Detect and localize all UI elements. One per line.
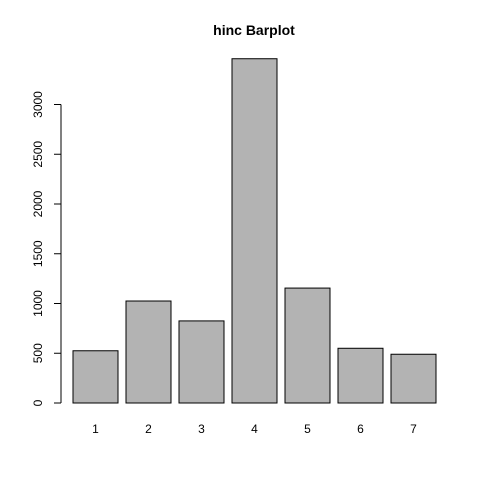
y-tick-label: 1000 [31,290,45,317]
bar-4 [232,59,277,403]
y-axis: 0 500 1000 1500 2000 2500 3000 [31,91,61,407]
bars-group [73,59,436,403]
y-tick-label: 1500 [31,240,45,267]
y-tick-label: 500 [31,343,45,363]
x-tick-label: 6 [357,422,364,436]
chart-title: hinc Barplot [213,22,295,38]
x-tick-label: 7 [410,422,417,436]
bar-7 [391,354,436,403]
x-tick-label: 4 [251,422,258,436]
y-tick-label: 2500 [31,141,45,168]
x-tick-label: 2 [145,422,152,436]
y-tick-label: 0 [31,399,45,406]
y-tick-label: 3000 [31,91,45,118]
x-tick-label: 3 [198,422,205,436]
x-axis-labels: 1 2 3 4 5 6 7 [92,422,417,436]
x-tick-label: 5 [304,422,311,436]
bar-6 [338,348,383,403]
bar-2 [126,301,171,403]
bar-5 [285,288,330,403]
bar-1 [73,351,118,403]
x-tick-label: 1 [92,422,99,436]
y-tick-label: 2000 [31,190,45,217]
bar-3 [179,321,224,403]
